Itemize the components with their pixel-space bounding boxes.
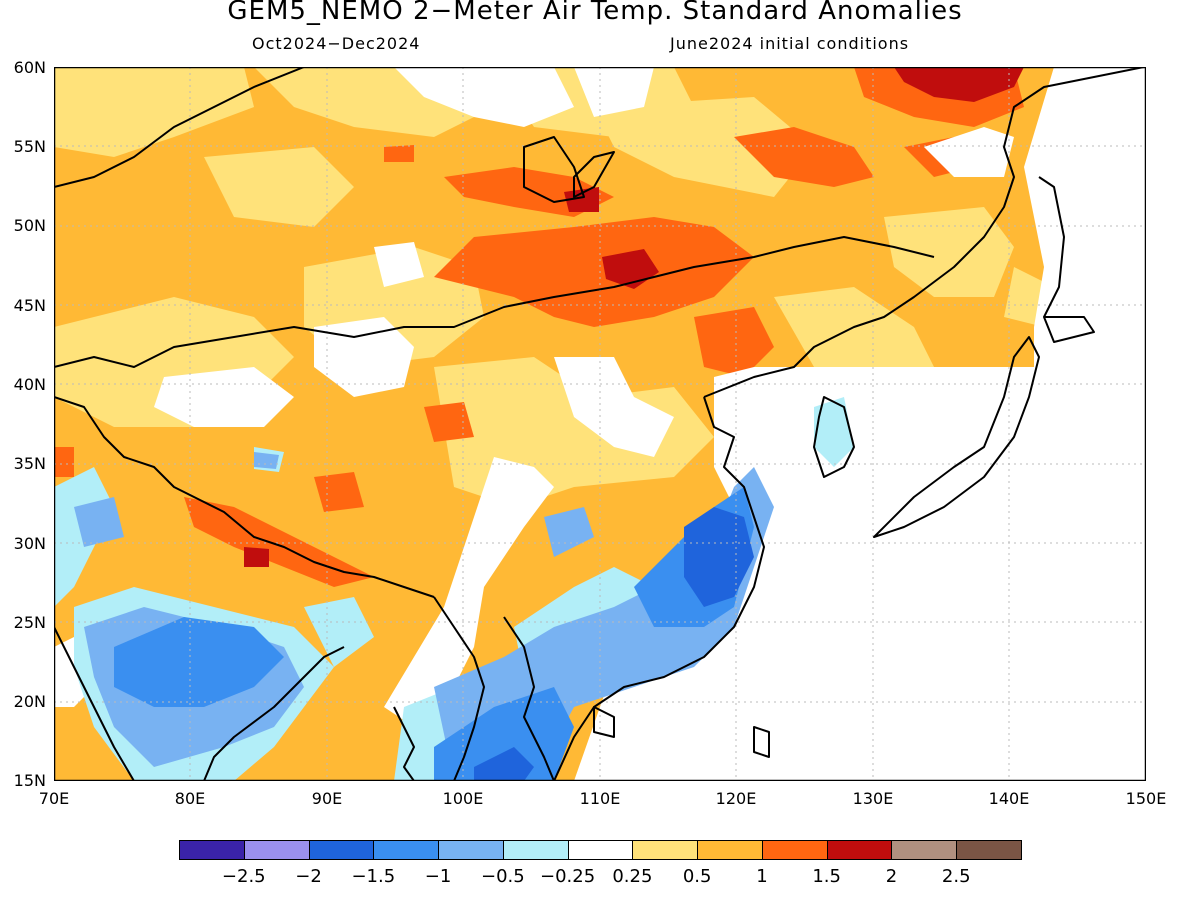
colorbar-swatch: [308, 840, 375, 860]
valid-period: Oct2024−Dec2024: [252, 34, 421, 53]
colorbar-label: 2.5: [941, 866, 971, 887]
lat-label: 25N: [13, 613, 46, 632]
lat-label: 15N: [13, 771, 46, 790]
colorbar-label: 0.5: [682, 866, 712, 887]
anomaly-band--2--1.5: [474, 507, 754, 781]
lon-label: 110E: [579, 789, 621, 808]
colorbar-label: −0.5: [480, 866, 525, 887]
lat-label: 35N: [13, 454, 46, 473]
lat-label: 60N: [13, 58, 46, 77]
coastlines-borders: [54, 67, 1145, 781]
colorbar-swatch: [956, 840, 1022, 860]
colorbar-swatch: [632, 840, 699, 860]
map-title: GEM5_NEMO 2−Meter Air Temp. Standard Ano…: [227, 0, 963, 26]
lon-label: 90E: [311, 789, 343, 808]
colorbar-label: 2: [885, 866, 898, 887]
lon-label: 140E: [988, 789, 1030, 808]
lat-label: 55N: [13, 137, 46, 156]
lat-label: 20N: [13, 692, 46, 711]
colorbar-swatch: [891, 840, 958, 860]
initial-conditions: June2024 initial conditions: [670, 34, 910, 53]
colorbar-swatch: [373, 840, 440, 860]
colorbar-label: 0.25: [612, 866, 653, 887]
lon-label: 150E: [1125, 789, 1167, 808]
lat-label: 50N: [13, 216, 46, 235]
lon-label: 70E: [38, 789, 70, 808]
colorbar-label: −0.25: [540, 866, 596, 887]
lat-label: 45N: [13, 296, 46, 315]
lat-label: 40N: [13, 375, 46, 394]
colorbar-swatch: [179, 840, 245, 860]
colorbar-swatch: [826, 840, 893, 860]
colorbar-swatch: [243, 840, 310, 860]
colorbar-label: 1.5: [812, 866, 841, 887]
colorbar-label: −1.5: [351, 866, 396, 887]
colorbar-label: −1: [424, 866, 452, 887]
anomaly-band-neutral: [54, 67, 1146, 781]
colorbar-label: −2: [295, 866, 322, 887]
lon-label: 100E: [442, 789, 484, 808]
colorbar-swatch: [697, 840, 763, 860]
lon-label: 120E: [715, 789, 757, 808]
lon-label: 130E: [852, 789, 894, 808]
colorbar-swatch: [438, 840, 504, 860]
colorbar: [179, 840, 1022, 862]
colorbar-swatch: [567, 840, 634, 860]
colorbar-swatch: [761, 840, 828, 860]
colorbar-label: −2.5: [221, 866, 266, 887]
lat-label: 30N: [13, 534, 46, 553]
lon-label: 80E: [174, 789, 206, 808]
colorbar-swatch: [502, 840, 569, 860]
colorbar-label: 1: [756, 866, 768, 887]
anomaly-map: [54, 67, 1146, 781]
